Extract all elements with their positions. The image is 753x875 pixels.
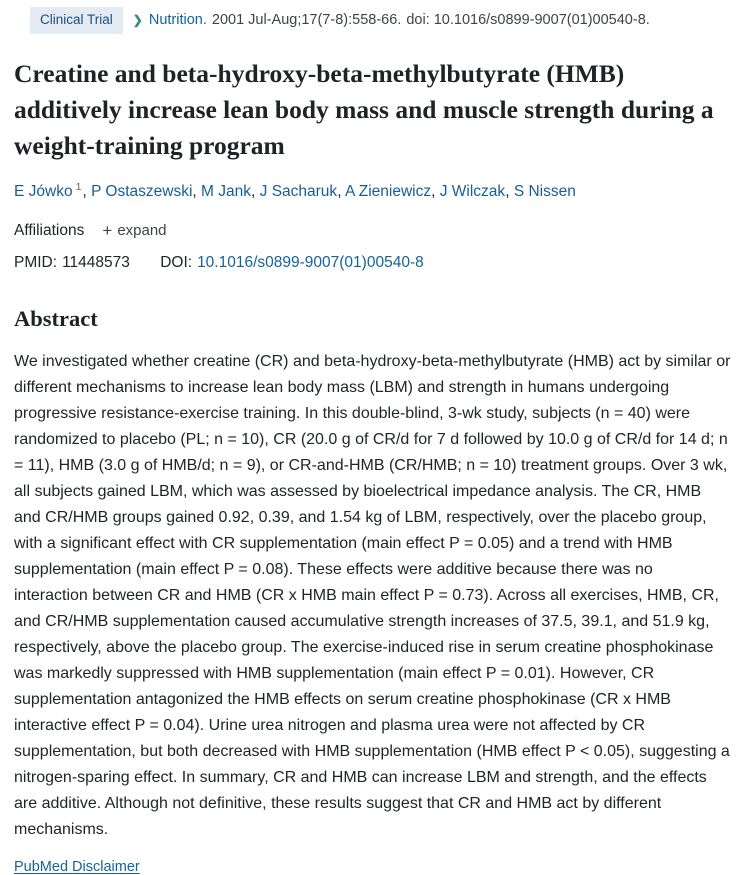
expand-affiliations-button[interactable]: + expand bbox=[102, 221, 166, 241]
author-separator: , bbox=[251, 183, 260, 201]
journal-link[interactable]: Nutrition. bbox=[148, 11, 207, 28]
author-link[interactable]: E Jówko bbox=[14, 183, 73, 201]
plus-icon: + bbox=[102, 220, 113, 240]
pmid-value: 11448573 bbox=[62, 253, 130, 271]
citation-doi-text: doi: 10.1016/s0899-9007(01)00540-8. bbox=[406, 11, 650, 28]
author-link[interactable]: S Nissen bbox=[513, 183, 576, 201]
expand-label: expand bbox=[117, 222, 167, 240]
doi-group: DOI: 10.1016/s0899-9007(01)00540-8 bbox=[160, 254, 424, 271]
affiliations-label: Affiliations bbox=[14, 221, 85, 239]
affiliations-row: Affiliations + expand bbox=[14, 221, 731, 241]
disclaimer-row: PubMed Disclaimer bbox=[14, 859, 731, 875]
author-separator: , bbox=[505, 183, 514, 201]
doi-link[interactable]: 10.1016/s0899-9007(01)00540-8 bbox=[197, 253, 424, 271]
publication-type-badge[interactable]: Clinical Trial bbox=[30, 7, 123, 34]
author-separator: , bbox=[82, 183, 92, 201]
author-link[interactable]: A Zieniewicz bbox=[344, 183, 432, 201]
author-link[interactable]: J Wilczak bbox=[439, 183, 506, 201]
author-link[interactable]: P Ostaszewski bbox=[91, 183, 193, 201]
pmid-group: PMID: 11448573 bbox=[14, 254, 134, 271]
pmid-label: PMID: bbox=[14, 253, 58, 271]
doi-label: DOI: bbox=[160, 253, 193, 271]
authors-line: E Jówko 1, P Ostaszewski, M Jank, J Sacha… bbox=[14, 180, 731, 203]
chevron-right-icon: ❯ bbox=[132, 12, 143, 27]
author-separator: , bbox=[337, 183, 345, 201]
citation-text: 2001 Jul-Aug;17(7-8):558-66. bbox=[211, 11, 402, 28]
author-link[interactable]: J Sacharuk bbox=[259, 183, 338, 201]
author-separator: , bbox=[431, 183, 440, 201]
abstract-text: We investigated whether creatine (CR) an… bbox=[14, 352, 731, 838]
pubmed-disclaimer-link[interactable]: PubMed Disclaimer bbox=[14, 858, 140, 875]
abstract-heading: Abstract bbox=[14, 305, 98, 331]
author-affiliation-sup[interactable]: 1 bbox=[75, 181, 82, 194]
citation-row: Clinical Trial ❯ Nutrition. 2001 Jul-Aug… bbox=[30, 7, 731, 34]
author-link[interactable]: M Jank bbox=[201, 183, 252, 201]
author-separator: , bbox=[192, 183, 202, 201]
article-title: Creatine and beta-hydroxy-beta-methylbut… bbox=[14, 58, 714, 160]
identifiers-row: PMID: 11448573 DOI: 10.1016/s0899-9007(01)… bbox=[14, 254, 731, 272]
